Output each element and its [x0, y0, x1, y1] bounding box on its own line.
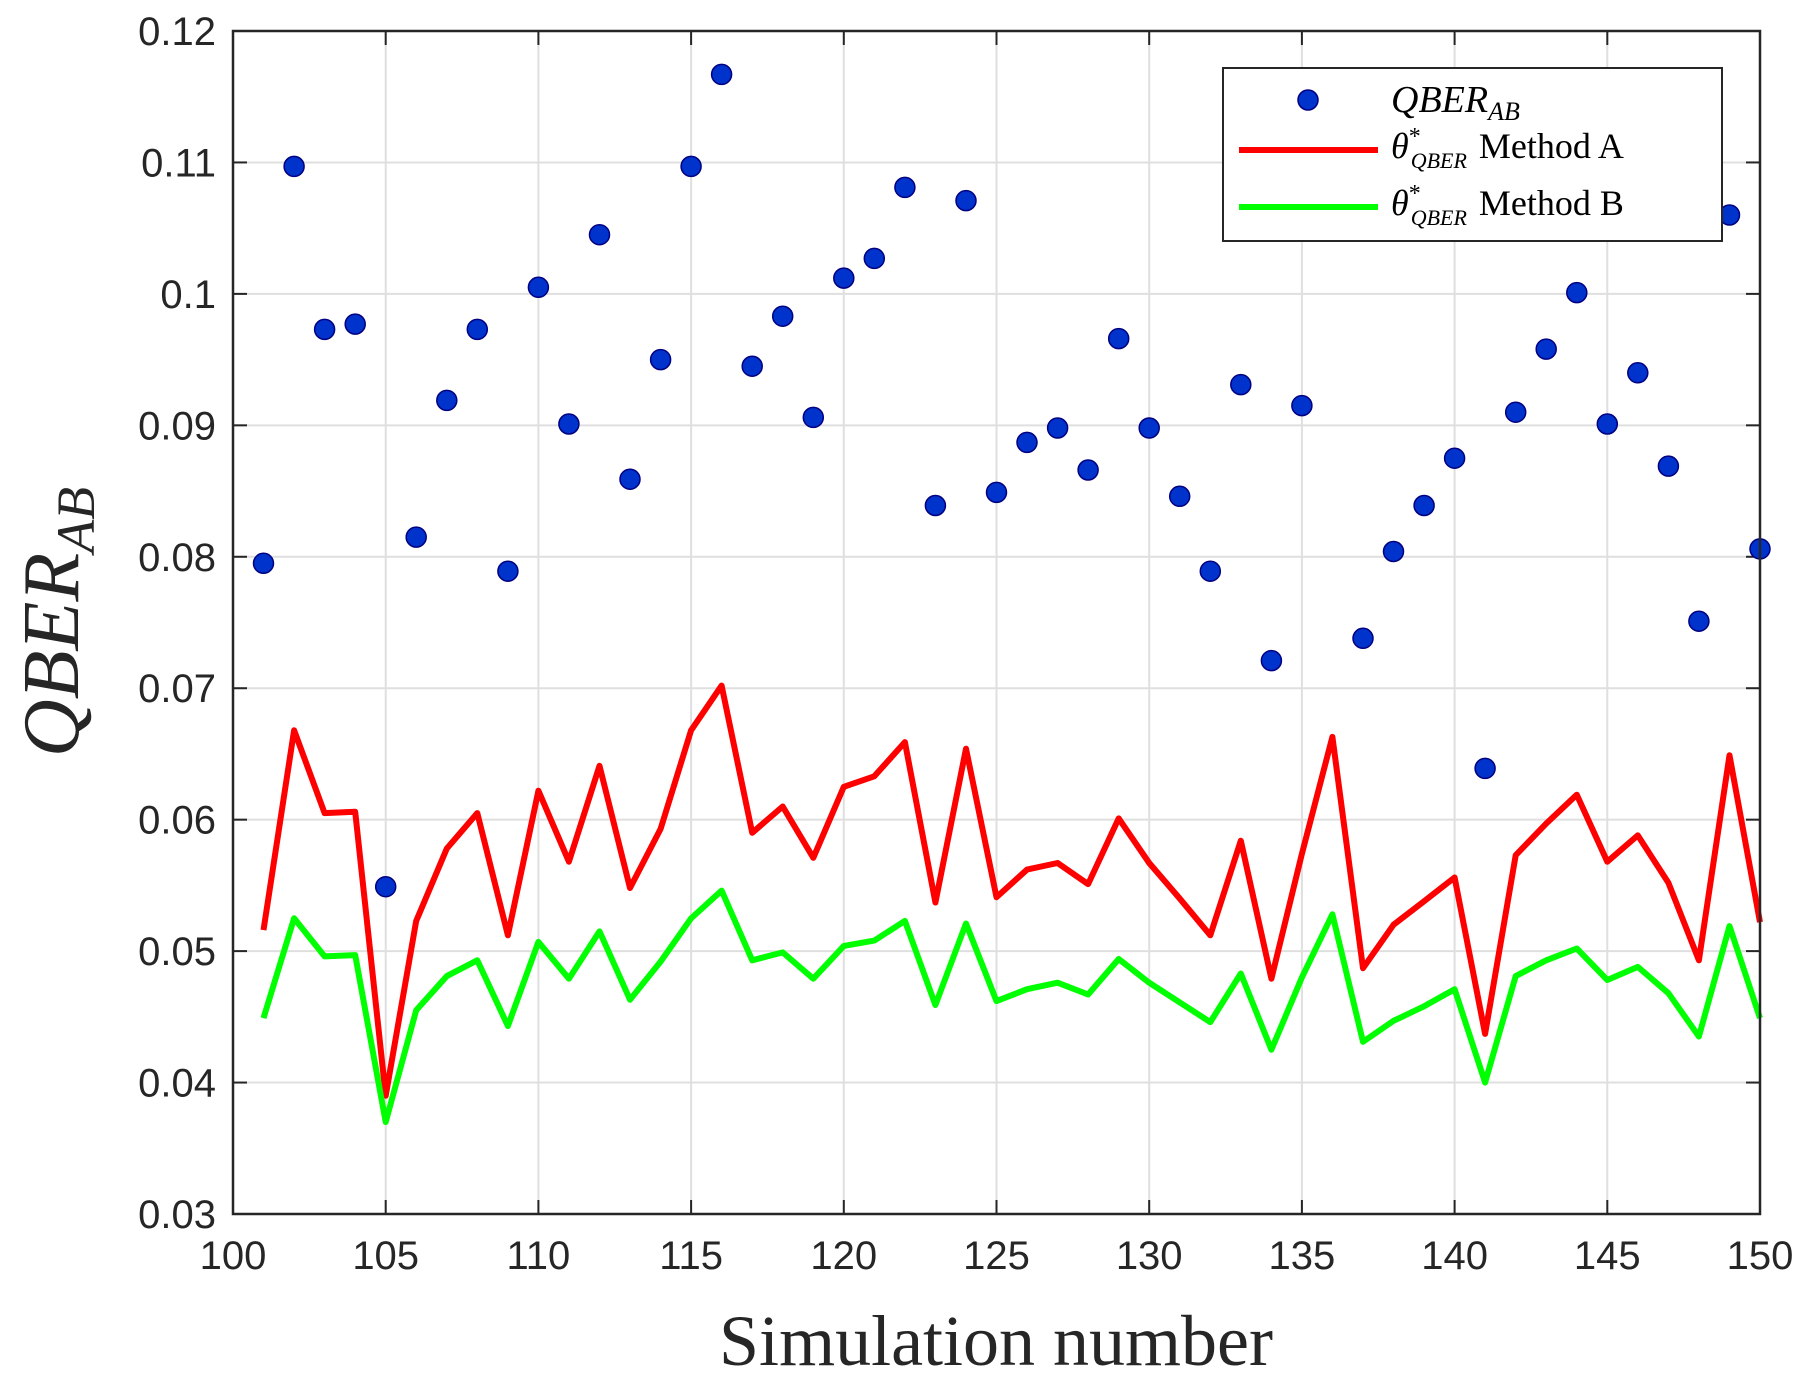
qber-point — [252, 552, 275, 575]
qber-point — [680, 155, 702, 178]
x-tick-label: 105 — [352, 1234, 419, 1278]
qber-point — [1230, 373, 1252, 396]
x-tick-label: 150 — [1727, 1234, 1794, 1278]
qber-point — [1199, 560, 1222, 582]
y-tick-label: 0.07 — [138, 667, 216, 711]
x-tick-label: 110 — [507, 1234, 571, 1278]
qber-point — [1077, 459, 1099, 481]
qber-point — [1046, 417, 1069, 439]
qber-point — [1382, 540, 1405, 563]
y-tick-label: 0.09 — [138, 404, 216, 448]
qber-point — [1016, 431, 1038, 454]
qber-point — [1657, 455, 1680, 477]
qber-point — [1413, 494, 1435, 517]
qber-point — [466, 318, 489, 341]
y-tick-label: 0.06 — [138, 799, 216, 843]
qber-point — [619, 468, 641, 490]
y-tick-label: 0.1 — [160, 273, 216, 317]
qber-point — [1504, 401, 1527, 423]
qber-point — [527, 276, 550, 299]
qber-point — [1352, 627, 1374, 650]
qber-point — [283, 155, 305, 178]
qber-point — [1138, 417, 1160, 439]
qber-point — [374, 875, 397, 898]
y-tick-label: 0.11 — [141, 141, 216, 185]
qber-point — [1168, 485, 1191, 508]
y-axis-title-base: QBER — [8, 553, 96, 757]
y-tick-label: 0.08 — [138, 536, 216, 580]
y-tick-labels: 0.03 0.04 0.05 0.06 0.07 0.08 0.09 0.1 0.11 0.12 — [138, 10, 216, 1237]
qber-point — [741, 355, 763, 377]
qber-point — [1107, 327, 1130, 350]
qber-point — [1474, 757, 1496, 780]
legend-label-method-b: θ* QBER Method B — [1391, 181, 1624, 230]
qber-point — [863, 247, 886, 270]
qber-point — [1535, 338, 1557, 360]
qber-point — [802, 406, 825, 429]
qber-point — [985, 481, 1008, 504]
legend-marker-qber — [1297, 89, 1319, 111]
y-tick-label: 0.05 — [138, 930, 216, 974]
y-tick-label: 0.12 — [138, 10, 216, 54]
x-tick-label: 100 — [200, 1234, 267, 1278]
axes-frame — [231, 29, 1762, 1216]
qber-point — [710, 63, 733, 86]
legend-label-method-a: θ* QBER Method A — [1391, 124, 1624, 173]
qber-point — [649, 348, 672, 371]
data-series — [252, 63, 1771, 1125]
qber-point — [1260, 649, 1283, 672]
qber-point — [924, 494, 947, 517]
x-tick-label: 135 — [1269, 1234, 1336, 1278]
qber-point — [771, 305, 794, 327]
qber-point — [405, 526, 427, 548]
x-axis-title: Simulation number — [719, 1301, 1273, 1381]
qber-point — [955, 189, 977, 212]
qber-point — [1566, 281, 1588, 304]
series-line-2 — [260, 887, 1763, 1125]
qber-point — [1443, 447, 1466, 469]
legend: QBERAB θ* QBER Method A θ* QBER Method B — [1222, 67, 1723, 242]
y-tick-label: 0.04 — [138, 1062, 216, 1106]
qber-point — [588, 223, 611, 246]
qber-point — [436, 389, 458, 412]
qber-point — [558, 413, 580, 435]
x-tick-label: 115 — [659, 1234, 723, 1278]
qber-point — [497, 560, 519, 582]
qber-point — [313, 318, 336, 341]
qber-point — [344, 313, 366, 335]
x-tick-label: 120 — [810, 1234, 877, 1278]
qber-point — [833, 267, 855, 289]
y-axis-title-sub: AB — [46, 487, 106, 556]
series-line-1 — [260, 682, 1763, 1099]
x-tick-label: 140 — [1421, 1234, 1488, 1278]
legend-label-qber: QBERAB — [1391, 79, 1520, 126]
qber-point — [1627, 362, 1649, 384]
x-tick-label: 125 — [963, 1234, 1030, 1278]
qber-point — [894, 176, 916, 199]
x-tick-label: 145 — [1574, 1234, 1641, 1278]
x-tick-label: 130 — [1116, 1234, 1183, 1278]
qber-point — [1596, 413, 1619, 435]
y-axis-title: QBERAB — [8, 487, 106, 757]
qber-point — [1688, 610, 1710, 632]
qber-point — [1291, 394, 1313, 417]
x-tick-labels: 100 105 110 115 120 125 130 135 140 145 150 — [200, 1234, 1794, 1278]
y-tick-label: 0.03 — [138, 1193, 216, 1237]
